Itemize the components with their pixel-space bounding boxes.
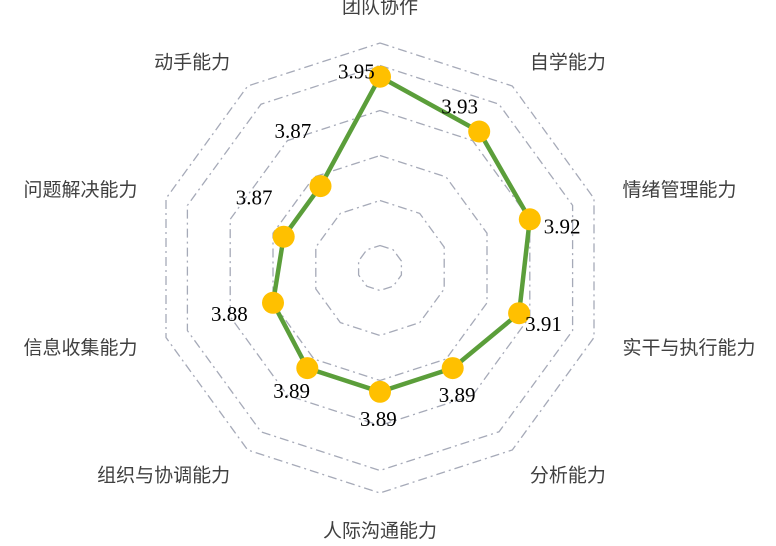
- axis-label-8: 信息收集能力: [23, 337, 137, 359]
- axis-label-9: 问题解决能力: [23, 179, 137, 201]
- value-label-7: 3.89: [273, 379, 310, 403]
- grid-ring-3: [272, 154, 488, 382]
- value-label-8: 3.88: [211, 302, 248, 326]
- data-point-8: [262, 291, 284, 314]
- axis-label-10: 动手能力: [154, 52, 230, 74]
- data-point-6: [369, 380, 391, 403]
- axis-label-5: 分析能力: [530, 464, 606, 486]
- data-point-2: [468, 120, 491, 143]
- axis-label-6: 人际沟通能力: [323, 520, 437, 542]
- data-point-9: [272, 225, 295, 248]
- series-line: [270, 74, 533, 395]
- data-point-1: [369, 65, 391, 88]
- axis-label-3: 情绪管理能力: [623, 179, 737, 201]
- grid-layer: [165, 42, 595, 494]
- value-label-5: 3.89: [439, 383, 476, 407]
- axis-label-4: 实干与执行能力: [623, 337, 756, 359]
- value-label-3: 3.92: [544, 214, 581, 238]
- axis-label-2: 自学能力: [530, 52, 606, 74]
- axis-label-7: 组织与协调能力: [97, 464, 230, 486]
- data-point-7: [296, 357, 319, 380]
- value-label-4: 3.91: [525, 312, 562, 336]
- value-label-10: 3.87: [275, 119, 312, 143]
- value-label-6: 3.89: [360, 407, 397, 431]
- value-label-1: 3.95: [338, 60, 375, 84]
- grid-ring-2: [315, 199, 445, 337]
- value-label-2: 3.93: [441, 95, 478, 119]
- data-point-5: [441, 357, 464, 380]
- grid-ring-6: [165, 42, 595, 494]
- value-label-9: 3.87: [236, 186, 273, 210]
- series-layer: [270, 74, 533, 395]
- marker-layer: [262, 65, 541, 403]
- grid-ring-4: [229, 109, 531, 427]
- data-point-10: [309, 175, 332, 198]
- data-point-4: [508, 302, 531, 325]
- axis-label-1: 团队协作: [342, 0, 418, 18]
- grid-ring-1: [357, 244, 403, 292]
- data-point-3: [518, 208, 541, 231]
